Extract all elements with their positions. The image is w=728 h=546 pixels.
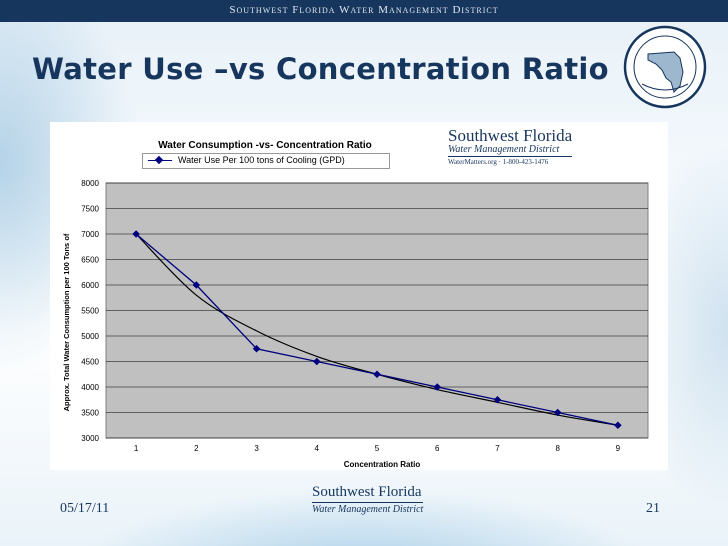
y-tick-label: 5500 [81, 307, 99, 316]
logo-line1: Southwest Florida [448, 126, 573, 145]
logo-contact: WaterMatters.org · 1-800-423-1476 [448, 158, 549, 166]
district-logo-bottom: Southwest Florida Water Management Distr… [312, 484, 424, 515]
y-tick-label: 3500 [81, 409, 99, 418]
y-axis-ticks: 3000 3500 4000 4500 5000 5500 6000 6500 7000 7500… [81, 179, 99, 443]
data-point-marker [493, 395, 502, 404]
data-point-marker [614, 421, 622, 430]
x-tick-label: 4 [315, 444, 320, 453]
y-tick-label: 4000 [81, 383, 99, 392]
y-axis-label: Approx. Total Water Consumption per 100 … [62, 233, 71, 411]
y-tick-label: 3000 [81, 434, 99, 443]
legend-label: Water Use Per 100 tons of Cooling (GPD) [178, 155, 345, 165]
y-tick-label: 7000 [81, 230, 99, 239]
data-point-marker [192, 281, 201, 289]
organization-name: Southwest Florida Water Management Distr… [229, 4, 499, 16]
y-tick-label: 4500 [81, 358, 99, 367]
y-tick-label: 5000 [81, 332, 99, 341]
data-point-marker [132, 230, 140, 238]
x-tick-label: 2 [194, 444, 199, 453]
x-tick-label: 8 [555, 444, 560, 453]
footer-date: 05/17/11 [60, 501, 110, 516]
legend-diamond-icon [154, 155, 164, 165]
y-tick-label: 7500 [81, 205, 99, 214]
x-tick-label: 6 [435, 444, 440, 453]
district-seal-icon [623, 25, 707, 109]
chart-legend: Water Use Per 100 tons of Cooling (GPD) [142, 153, 390, 169]
logo-bottom-line2: Water Management District [312, 504, 424, 515]
header-bar: Southwest Florida Water Management Distr… [0, 0, 728, 22]
logo-line2: Water Management District [448, 144, 560, 155]
data-point-marker [553, 408, 562, 417]
logo-rule [448, 156, 573, 157]
x-tick-label: 7 [495, 444, 500, 453]
x-tick-label: 9 [616, 444, 621, 453]
district-logo-top: Southwest Florida Water Management Distr… [448, 126, 573, 167]
series-markers [132, 230, 622, 430]
chart-title: Water Consumption -vs- Concentration Rat… [158, 140, 372, 151]
x-axis-ticks: 1 2 3 4 5 6 7 8 9 [134, 444, 621, 453]
data-point-marker [252, 344, 261, 353]
logo-bottom-line1: Southwest Florida [312, 484, 422, 500]
slide-title: Water Use –vs Concentration Ratio [32, 52, 609, 86]
data-point-marker [433, 383, 442, 391]
slide-number: 21 [646, 501, 660, 516]
x-axis-label: Concentration Ratio [344, 460, 421, 469]
x-tick-label: 5 [375, 444, 380, 453]
data-point-marker [312, 357, 321, 366]
data-point-marker [373, 370, 381, 379]
x-tick-label: 3 [254, 444, 259, 453]
gridlines [106, 182, 648, 439]
x-tick-label: 1 [134, 444, 139, 453]
y-tick-label: 6500 [81, 256, 99, 265]
y-tick-label: 6000 [81, 281, 99, 290]
logo-bottom-rule [312, 502, 424, 503]
y-tick-label: 8000 [81, 179, 99, 188]
